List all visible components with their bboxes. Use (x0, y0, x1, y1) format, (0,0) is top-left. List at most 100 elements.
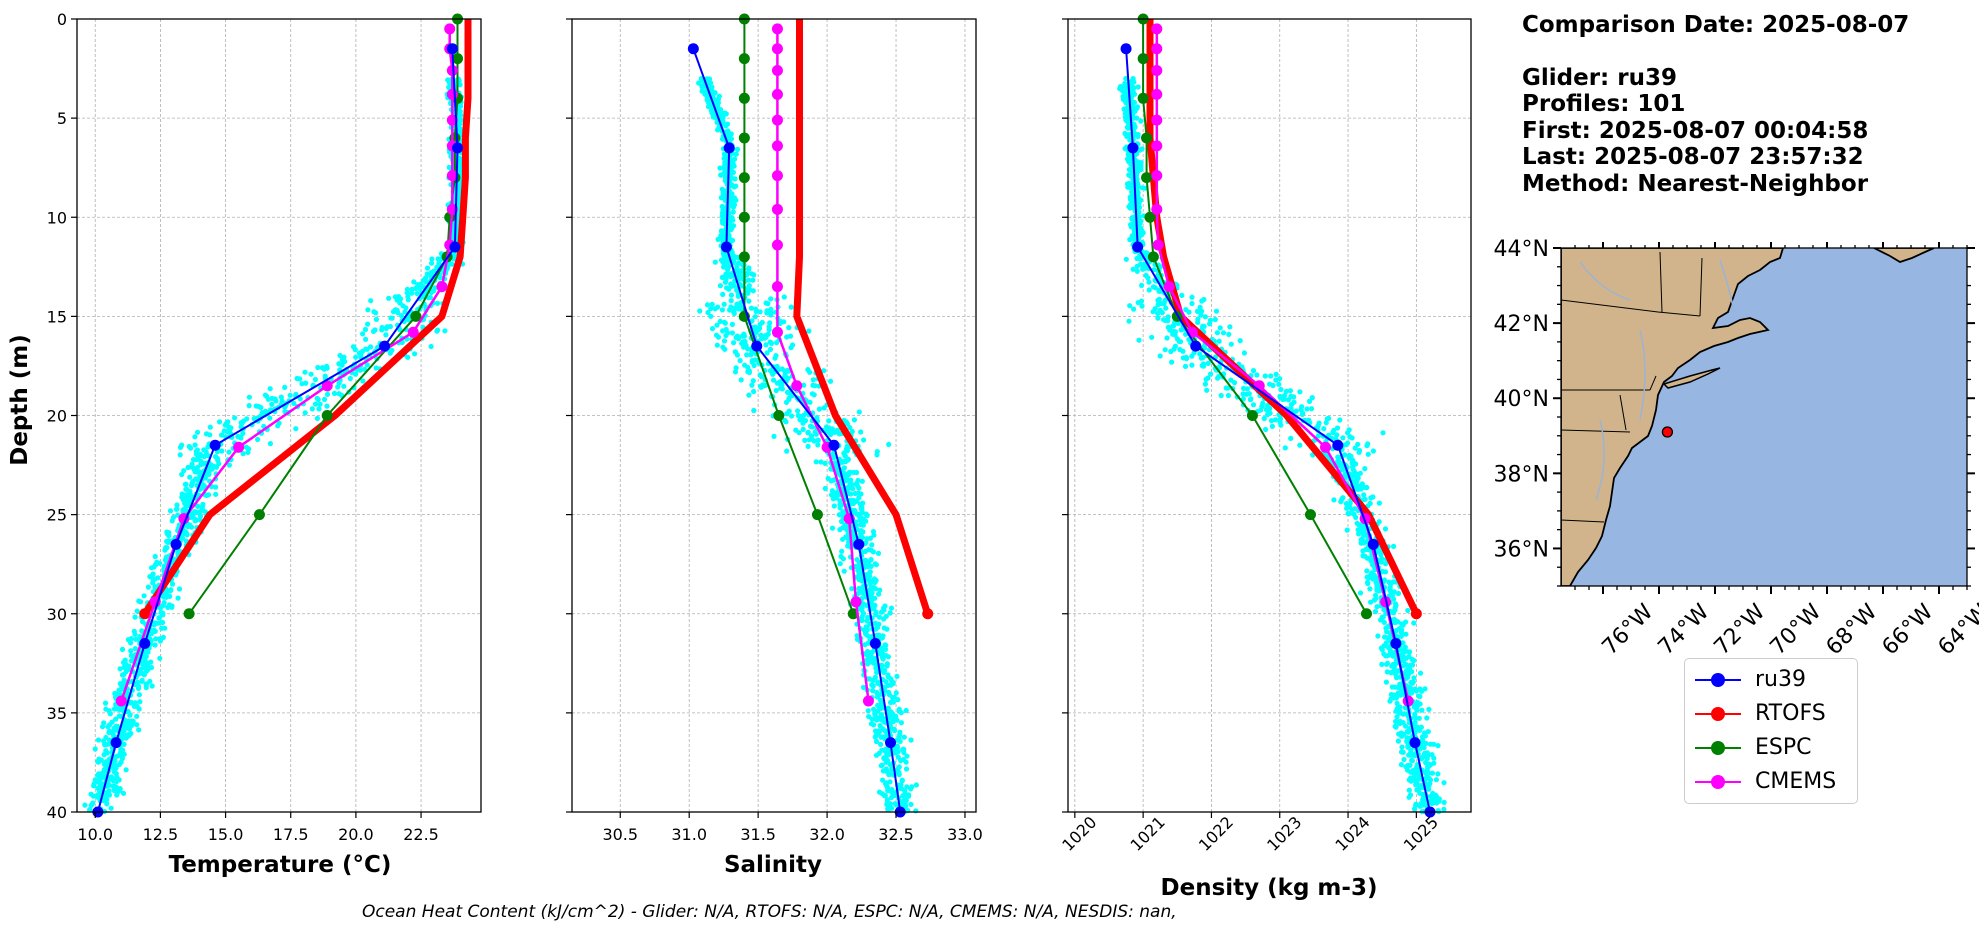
glider-point (434, 300, 441, 306)
map-lat-label: 36°N (1494, 537, 1549, 562)
glider-point (1198, 312, 1204, 318)
glider-point (94, 794, 100, 800)
glider-point (851, 469, 857, 475)
glider-track-marker (1661, 426, 1674, 438)
glider-point (1321, 426, 1327, 432)
glider-point (337, 352, 343, 359)
glider-point (140, 662, 146, 668)
glider-point (240, 451, 246, 457)
glider-point (728, 226, 734, 233)
map-nova-scotia (1873, 248, 1935, 263)
glider-point (152, 642, 158, 648)
glider-point (387, 323, 393, 330)
glider-point (861, 437, 867, 443)
glider-point (825, 475, 831, 482)
cmems-marker (771, 23, 783, 35)
glider-point (894, 766, 901, 772)
espc-marker (1147, 251, 1159, 263)
espc-marker (1246, 410, 1258, 421)
glider-point (722, 197, 728, 203)
glider-point (697, 308, 703, 314)
glider-point (1403, 662, 1409, 668)
glider-point (1382, 569, 1389, 575)
glider-point (240, 430, 246, 437)
glider-point (721, 301, 727, 307)
glider-point (1141, 261, 1147, 267)
glider-point (722, 320, 728, 326)
glider-point (806, 328, 812, 334)
glider-point (1391, 692, 1397, 698)
espc-marker (1141, 132, 1153, 144)
glider-point (877, 723, 883, 729)
glider-point (197, 513, 204, 519)
glider-point (396, 294, 402, 300)
glider-point (758, 373, 765, 380)
glider-point (1401, 647, 1407, 653)
glider-point (728, 274, 734, 280)
glider-point (1355, 475, 1361, 481)
glider-point (106, 730, 112, 736)
glider-point (718, 195, 724, 201)
glider-point (733, 349, 739, 355)
location-map: 76°W74°W72°W70°W68°W66°W64°W36°N38°N40°N… (1494, 237, 1979, 660)
glider-point (1337, 417, 1343, 423)
glider-point (773, 387, 779, 394)
glider-point (886, 771, 892, 778)
map-long-island (1662, 367, 1721, 389)
map-state-borders (1561, 251, 1703, 523)
cmems-marker (771, 203, 783, 215)
glider-point (180, 535, 186, 541)
glider-point (1392, 620, 1398, 626)
glider-point (412, 351, 418, 357)
glider-point (871, 706, 877, 713)
glider-point (1129, 215, 1135, 221)
glider-point (114, 753, 120, 759)
glider-point (1362, 466, 1368, 472)
cmems-line (776, 28, 870, 702)
map-lat-label: 38°N (1494, 462, 1549, 487)
glider-point (417, 286, 423, 292)
glider-point (746, 298, 752, 304)
glider-point (1172, 343, 1178, 349)
glider-point (1433, 777, 1439, 783)
glider-point (269, 401, 275, 407)
glider-point (1403, 631, 1409, 637)
glider-point (862, 562, 868, 568)
x-tick-label: 32.0 (809, 825, 845, 844)
glider-point (1349, 435, 1355, 441)
glider-point (723, 332, 729, 339)
glider-point (717, 283, 724, 289)
glider-point (297, 376, 303, 382)
glider-point (1409, 688, 1415, 694)
glider-point (1220, 330, 1227, 336)
glider-point (1409, 758, 1415, 764)
glider-point (201, 482, 207, 489)
cmems-marker (233, 441, 245, 453)
glider-point (1150, 309, 1156, 315)
glider-point (870, 688, 876, 694)
glider-point (857, 589, 863, 596)
glider-point (322, 373, 328, 379)
glider-point (1263, 426, 1269, 433)
espc-marker (738, 172, 750, 184)
glider-point (1360, 497, 1366, 503)
glider-point (383, 332, 389, 338)
glider-point (246, 394, 252, 400)
glider-point (732, 369, 739, 375)
glider-point (1375, 547, 1381, 553)
glider-point (887, 610, 893, 616)
glider-point (255, 436, 261, 443)
glider-point (110, 729, 116, 735)
glider-point (1244, 386, 1250, 392)
glider-point (876, 614, 883, 620)
glider-point (746, 277, 752, 283)
glider-point (187, 474, 193, 480)
glider-point (822, 460, 828, 466)
glider-point (879, 715, 886, 721)
glider-point (1131, 85, 1137, 91)
x-tick-label: 1025 (1400, 813, 1442, 855)
glider-point (1425, 764, 1431, 770)
glider-point (860, 529, 866, 535)
cmems-marker (444, 23, 456, 35)
